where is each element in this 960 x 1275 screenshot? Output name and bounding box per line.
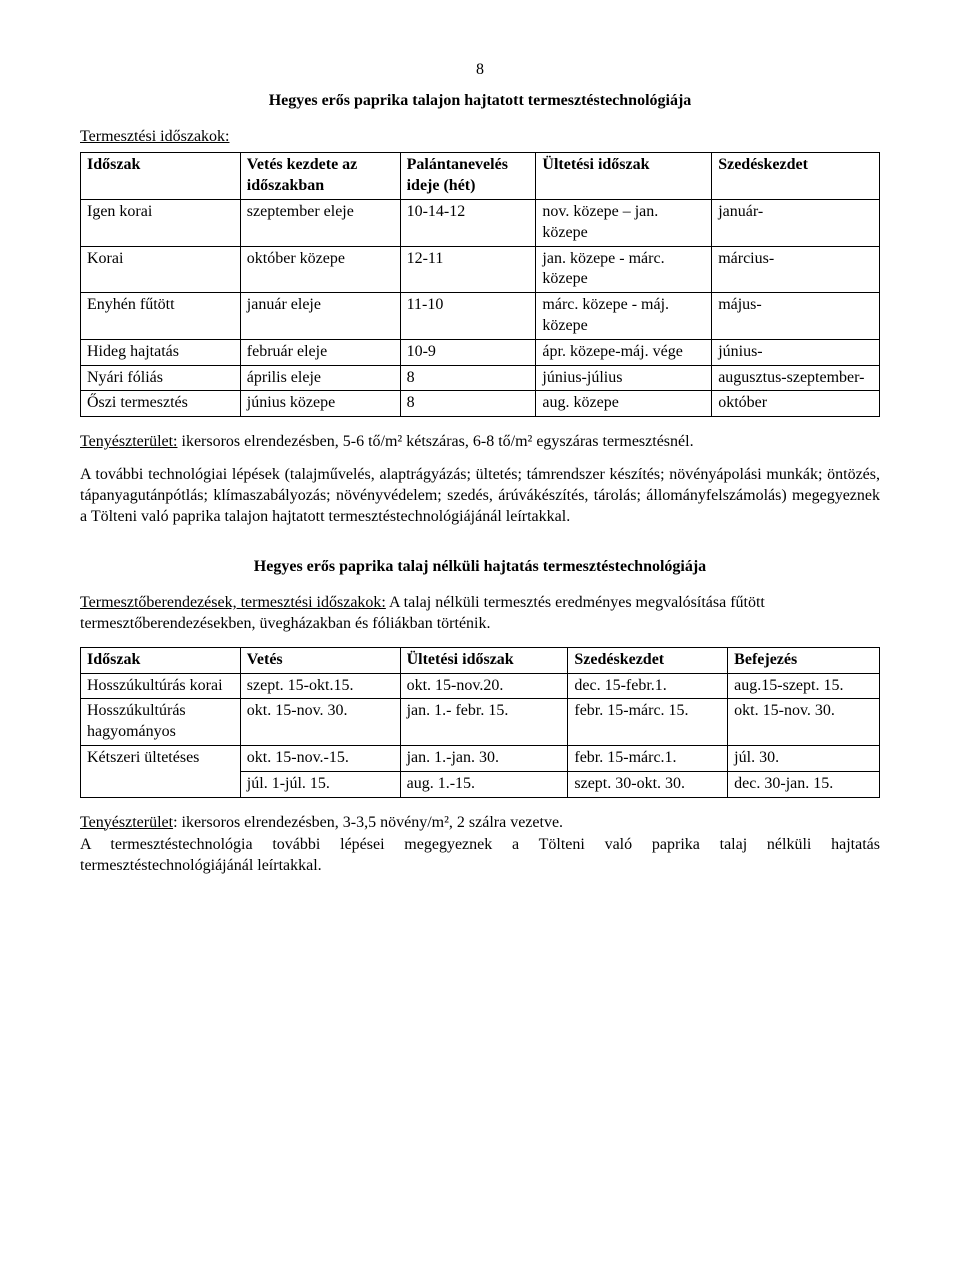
table-cell: júl. 30. xyxy=(728,745,880,771)
table-cell: okt. 15-nov.-15. xyxy=(240,745,400,771)
table-cell: Kétszeri ültetéses xyxy=(81,745,241,797)
table-header: Időszak xyxy=(81,647,241,673)
table-cell: 8 xyxy=(400,365,536,391)
table-cell: aug. 1.-15. xyxy=(400,771,568,797)
table-cell: január eleje xyxy=(240,293,400,340)
table-cell: január- xyxy=(712,199,880,246)
table-header: Szedéskezdet xyxy=(712,153,880,200)
para-tenyeszterulet-2: Tenyészterület: ikersoros elrendezésben,… xyxy=(80,813,880,834)
table-cell: okt. 15-nov. 30. xyxy=(728,699,880,746)
table-cell: szeptember eleje xyxy=(240,199,400,246)
para3-label: Tenyészterület xyxy=(80,814,173,831)
para-2: A további technológiai lépések (talajműv… xyxy=(80,465,880,527)
table-cell: június- xyxy=(712,339,880,365)
table-cell: Hosszúkultúrás hagyományos xyxy=(81,699,241,746)
para-4: A termesztéstechnológia további lépései … xyxy=(80,835,880,877)
table-1: IdőszakVetés kezdete az időszakbanPalánt… xyxy=(80,152,880,417)
table-cell: jan. közepe - márc. közepe xyxy=(536,246,712,293)
table-cell: márc. közepe - máj. közepe xyxy=(536,293,712,340)
table-cell: október xyxy=(712,391,880,417)
table-cell: okt. 15-nov.20. xyxy=(400,673,568,699)
table-cell: június-július xyxy=(536,365,712,391)
table-cell: Nyári fóliás xyxy=(81,365,241,391)
table-cell: június közepe xyxy=(240,391,400,417)
table-header: Befejezés xyxy=(728,647,880,673)
para1-text: ikersoros elrendezésben, 5-6 tő/m² kétsz… xyxy=(178,433,694,450)
table-cell: Őszi termesztés xyxy=(81,391,241,417)
table-cell: április eleje xyxy=(240,365,400,391)
table-cell: ápr. közepe-máj. vége xyxy=(536,339,712,365)
table-header: Ültetési időszak xyxy=(536,153,712,200)
table-cell: szept. 30-okt. 30. xyxy=(568,771,728,797)
para1-label: Tenyészterület: xyxy=(80,433,178,450)
table-header: Ültetési időszak xyxy=(400,647,568,673)
table-cell: október közepe xyxy=(240,246,400,293)
table-cell: 10-14-12 xyxy=(400,199,536,246)
table-cell: jan. 1.- febr. 15. xyxy=(400,699,568,746)
page-number: 8 xyxy=(80,60,880,81)
table-cell: 11-10 xyxy=(400,293,536,340)
table-cell: március- xyxy=(712,246,880,293)
section2-label: Termesztőberendezések, termesztési idősz… xyxy=(80,594,386,611)
title-2: Hegyes erős paprika talaj nélküli hajtat… xyxy=(80,557,880,578)
table-cell: jan. 1.-jan. 30. xyxy=(400,745,568,771)
para3-text: : ikersoros elrendezésben, 3-3,5 növény/… xyxy=(173,814,563,831)
table-header: Vetés kezdete az időszakban xyxy=(240,153,400,200)
section1-label-text: Termesztési időszakok: xyxy=(80,128,230,145)
table-header: Vetés xyxy=(240,647,400,673)
table-cell: Hideg hajtatás xyxy=(81,339,241,365)
table-cell: febr. 15-márc. 15. xyxy=(568,699,728,746)
table-cell: aug.15-szept. 15. xyxy=(728,673,880,699)
table-cell: Igen korai xyxy=(81,199,241,246)
table-header: Időszak xyxy=(81,153,241,200)
table-cell: Hosszúkultúrás korai xyxy=(81,673,241,699)
table-cell: febr. 15-márc.1. xyxy=(568,745,728,771)
table-cell: 12-11 xyxy=(400,246,536,293)
table-2: IdőszakVetésÜltetési időszakSzedéskezdet… xyxy=(80,647,880,798)
table-header: Palántanevelés ideje (hét) xyxy=(400,153,536,200)
table-cell: május- xyxy=(712,293,880,340)
table-header: Szedéskezdet xyxy=(568,647,728,673)
title-1: Hegyes erős paprika talajon hajtatott te… xyxy=(80,91,880,112)
table-cell: szept. 15-okt.15. xyxy=(240,673,400,699)
table-cell: 8 xyxy=(400,391,536,417)
table-cell: Korai xyxy=(81,246,241,293)
table-cell: nov. közepe – jan. közepe xyxy=(536,199,712,246)
table-cell: aug. közepe xyxy=(536,391,712,417)
para-tenyeszterulet-1: Tenyészterület: ikersoros elrendezésben,… xyxy=(80,432,880,453)
table-cell: Enyhén fűtött xyxy=(81,293,241,340)
table-cell: 10-9 xyxy=(400,339,536,365)
table-cell: augusztus-szeptember- xyxy=(712,365,880,391)
section1-label: Termesztési időszakok: xyxy=(80,127,880,148)
table-cell: dec. 15-febr.1. xyxy=(568,673,728,699)
table-cell: júl. 1-júl. 15. xyxy=(240,771,400,797)
table-cell: okt. 15-nov. 30. xyxy=(240,699,400,746)
table-cell: dec. 30-jan. 15. xyxy=(728,771,880,797)
table-cell: február eleje xyxy=(240,339,400,365)
section2: Termesztőberendezések, termesztési idősz… xyxy=(80,593,880,635)
